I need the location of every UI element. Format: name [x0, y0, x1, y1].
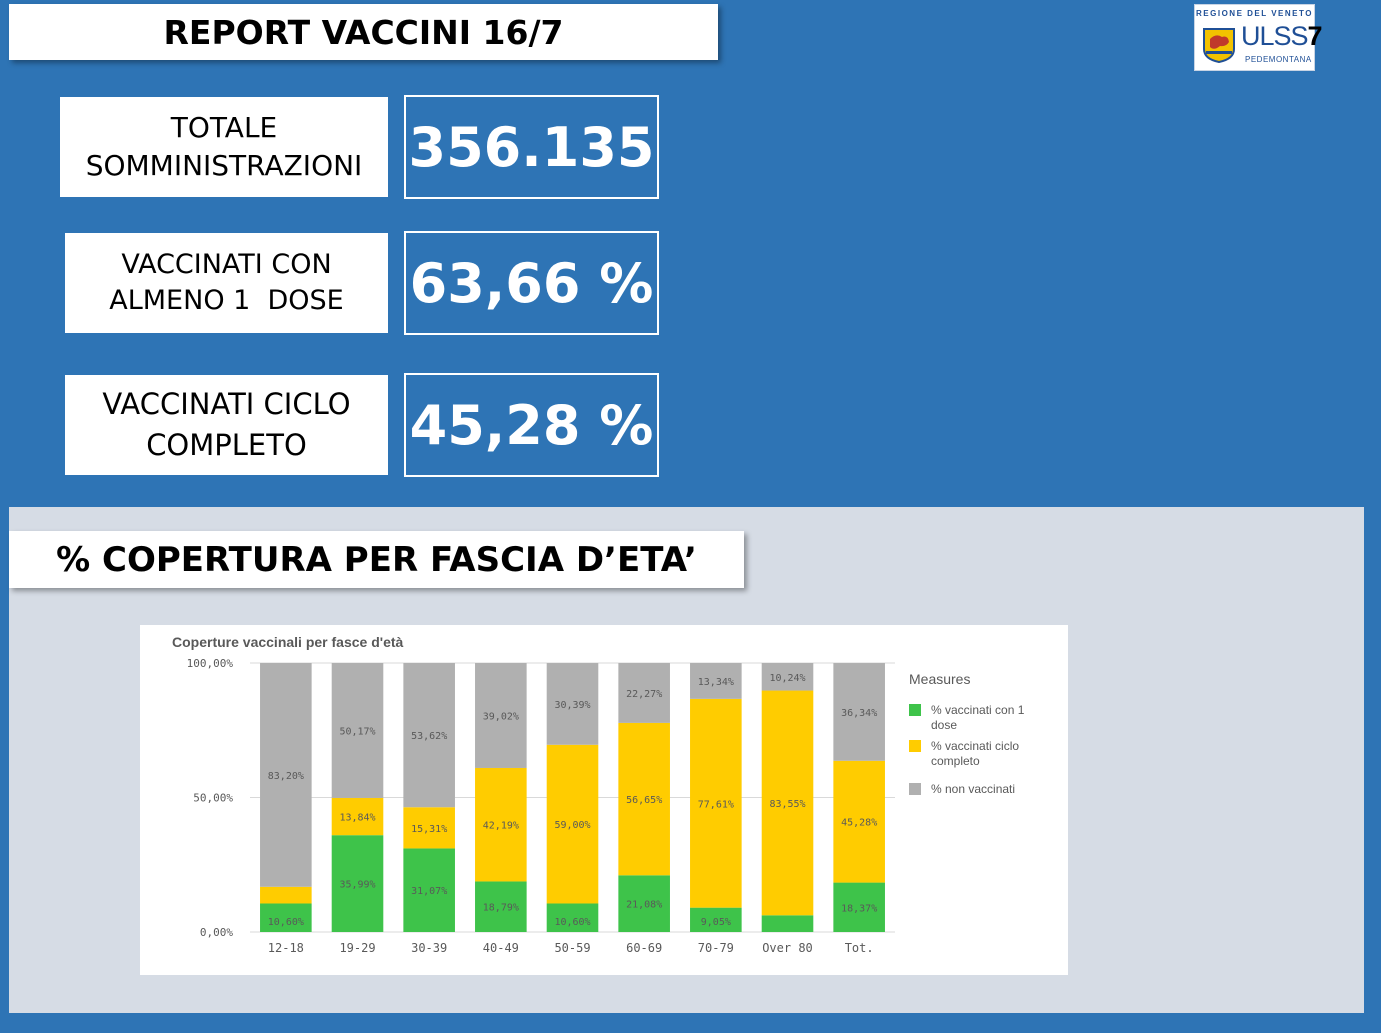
data-label: 18,37% — [841, 903, 877, 914]
x-tick-label: 40-49 — [483, 941, 519, 955]
bar-segment — [260, 663, 312, 887]
y-tick-label: 0,00% — [200, 926, 233, 939]
x-tick-label: Tot. — [845, 941, 874, 955]
kpi-label-line: TOTALE — [170, 111, 278, 145]
data-label: 45,28% — [841, 818, 877, 829]
legend-label: % vaccinati ciclo — [931, 739, 1019, 753]
data-label: 77,61% — [698, 799, 734, 810]
data-label: 39,02% — [483, 711, 519, 722]
bar-segment — [690, 698, 742, 908]
bar-segment — [761, 915, 814, 932]
bar-segment — [403, 663, 455, 808]
data-label: 59,00% — [554, 820, 590, 831]
bar-segment — [546, 903, 599, 932]
data-label: 15,31% — [411, 824, 447, 835]
ulss-logo: REGIONE DEL VENETO ULSS7 PEDEMONTANA — [1194, 4, 1323, 71]
bar-segment — [761, 663, 814, 691]
kpi-label-total: TOTALE SOMMINISTRAZIONI — [60, 97, 388, 197]
data-label: 10,60% — [554, 917, 590, 928]
data-label: 10,60% — [268, 917, 304, 928]
bar-segment — [331, 835, 384, 932]
kpi-value-complete: 45,28 % — [404, 373, 659, 477]
logo-brand: ULSS7 — [1241, 21, 1323, 52]
kpi-label-line: VACCINATI CON — [121, 248, 332, 280]
kpi-label-line: SOMMINISTRAZIONI — [85, 149, 363, 182]
data-label: 50,17% — [339, 726, 375, 737]
bar-segment — [618, 663, 670, 723]
data-label: 13,34% — [698, 677, 734, 688]
bar-segment — [260, 903, 312, 932]
bar-segment — [546, 744, 599, 904]
logo-brand-prefix: ULSS — [1241, 21, 1309, 51]
veneto-lion-icon — [1203, 28, 1235, 63]
x-tick-label: 70-79 — [698, 941, 734, 955]
bar-segment — [833, 760, 885, 883]
legend-label-cont: dose — [931, 718, 957, 732]
bar-segment — [546, 663, 599, 745]
bar-segment — [475, 663, 527, 768]
bar-segment — [690, 907, 742, 932]
data-label: 30,39% — [554, 700, 590, 711]
data-label: 83,55% — [769, 799, 805, 810]
data-label: 53,62% — [411, 731, 447, 742]
kpi-value-total: 356.135 — [404, 95, 659, 199]
data-label: 31,07% — [411, 886, 447, 897]
bar-segment — [690, 663, 742, 699]
data-label: 35,99% — [339, 880, 375, 891]
logo-region-text: REGIONE DEL VENETO — [1196, 9, 1313, 18]
legend-swatch — [909, 740, 921, 752]
data-label: 42,19% — [483, 821, 519, 832]
legend-label-cont: completo — [931, 754, 980, 768]
logo-brand-number: 7 — [1307, 21, 1323, 51]
x-tick-label: 50-59 — [554, 941, 590, 955]
data-label: 21,08% — [626, 900, 662, 911]
data-label: 83,20% — [268, 771, 304, 782]
kpi-label-line: VACCINATI CICLO — [102, 387, 351, 422]
bar-segment — [475, 767, 527, 882]
legend-title: Measures — [909, 671, 970, 687]
legend-label: % vaccinati con 1 — [931, 703, 1025, 717]
bar-segment — [833, 882, 885, 932]
report-title: REPORT VACCINI 16/7 — [9, 4, 718, 60]
bar-segment — [618, 875, 670, 932]
data-label: 56,65% — [626, 795, 662, 806]
legend-swatch — [909, 783, 921, 795]
bar-segment — [833, 663, 885, 761]
x-tick-label: 19-29 — [339, 941, 375, 955]
data-label: 36,34% — [841, 708, 877, 719]
x-tick-label: 60-69 — [626, 941, 662, 955]
bar-segment — [331, 663, 384, 798]
data-label: 9,05% — [701, 917, 731, 928]
bar-segment — [475, 881, 527, 932]
coverage-chart: Coperture vaccinali per fasce d'età 100,0… — [140, 625, 1068, 975]
data-label: 22,27% — [626, 689, 662, 700]
bar-segment — [403, 848, 455, 932]
kpi-label-one-dose: VACCINATI CON ALMENO 1 DOSE — [65, 233, 388, 333]
coverage-chart-svg: Coperture vaccinali per fasce d'età 100,0… — [172, 634, 1025, 955]
section-title: % COPERTURA PER FASCIA D’ETA’ — [9, 531, 744, 588]
data-label: 10,24% — [769, 673, 805, 684]
x-tick-label: Over 80 — [762, 941, 813, 955]
bar-segment — [761, 690, 814, 916]
kpi-label-line: ALMENO 1 DOSE — [109, 285, 344, 316]
y-tick-label: 50,00% — [193, 792, 233, 805]
kpi-label-complete: VACCINATI CICLO COMPLETO — [65, 375, 388, 475]
bar-segment — [260, 886, 312, 904]
legend-swatch — [909, 704, 921, 716]
logo-subtitle: PEDEMONTANA — [1245, 55, 1312, 64]
x-tick-label: 12-18 — [268, 941, 304, 955]
data-label: 18,79% — [483, 903, 519, 914]
kpi-label-line: COMPLETO — [146, 428, 307, 462]
bar-segment — [618, 722, 670, 876]
data-label: 13,84% — [339, 813, 375, 824]
x-tick-label: 30-39 — [411, 941, 447, 955]
legend-label: % non vaccinati — [931, 782, 1015, 796]
bar-segment — [403, 807, 455, 849]
bar-segment — [331, 797, 384, 836]
kpi-value-one-dose: 63,66 % — [404, 231, 659, 335]
y-tick-label: 100,00% — [187, 657, 234, 670]
chart-title: Coperture vaccinali per fasce d'età — [172, 634, 404, 650]
